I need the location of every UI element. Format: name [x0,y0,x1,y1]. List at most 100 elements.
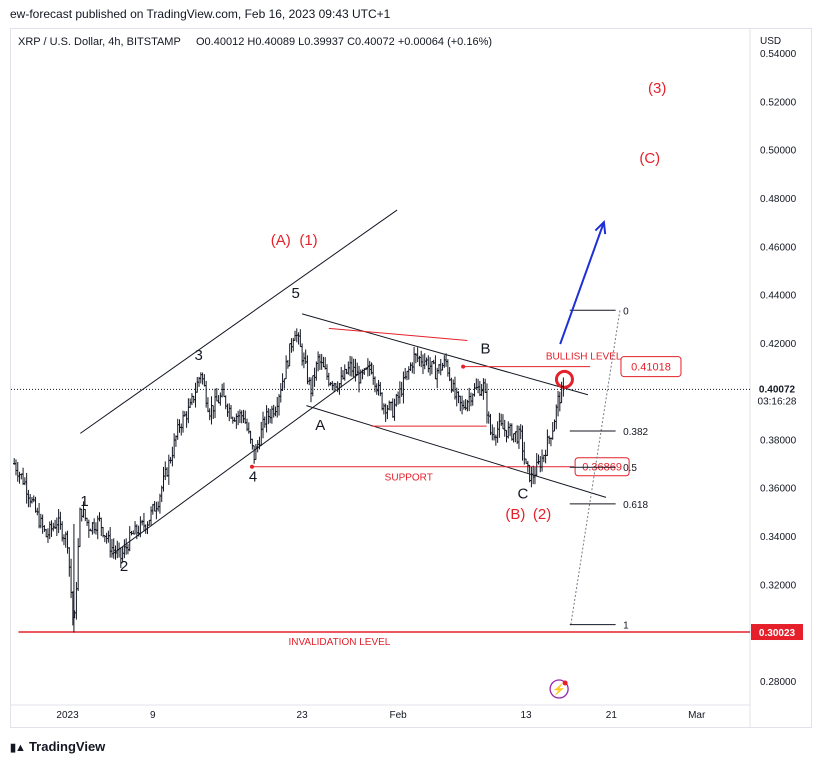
y-tick-label: 0.54000 [760,49,797,60]
bullish-anchor-dot [461,364,466,369]
candle [270,405,274,424]
candle [142,512,146,532]
candle [158,493,162,514]
candles [12,328,565,626]
candle [133,521,137,535]
wave-label: 5 [292,285,300,302]
candle [356,362,359,376]
candle [348,355,352,377]
projection-arrow-head [594,219,607,235]
candle [276,396,279,418]
candle [407,366,410,380]
wave-label: (A) [271,232,291,249]
candle [391,398,394,418]
candle [100,517,103,537]
candle [290,338,293,353]
invalidation-label: INVALIDATION LEVEL [288,637,390,648]
candle [338,382,341,395]
candle [393,398,396,421]
y-tick-label: 0.36000 [760,484,797,495]
candle [194,382,197,408]
invalidation-price-tag [751,624,803,641]
candle [446,359,450,377]
candle [181,410,185,433]
candle [34,496,37,513]
candle [252,445,256,464]
candle [334,383,338,389]
candle [212,405,215,419]
candle [128,526,131,552]
candle [43,525,46,532]
candle [66,530,69,554]
candle [112,538,115,559]
candle [140,519,144,526]
last-price-text: 0.40072 [759,384,796,395]
candle [425,357,428,366]
candle [92,518,96,534]
support-label: SUPPORT [385,473,433,484]
currency-label: USD [760,36,781,47]
candle [396,391,400,405]
y-tick-label: 0.50000 [760,146,797,157]
candle [377,379,380,396]
wave-label: 2 [120,558,128,575]
candle [23,477,27,486]
y-tick-label: 0.46000 [760,242,797,253]
y-tick-label: 0.42000 [760,339,797,350]
y-tick-label: 0.48000 [760,194,797,205]
candle [315,361,318,381]
candle [228,403,231,422]
candle [412,346,416,375]
candle [254,443,258,460]
candle [556,390,560,417]
candle [172,433,176,459]
y-tick-label: 0.34000 [760,532,797,543]
candle [455,387,458,407]
candle [167,454,171,485]
candle [443,355,446,368]
candle [496,421,499,443]
wave-label: (C) [639,150,660,167]
candle [521,425,524,461]
symbol-title: XRP / U.S. Dollar, 4h, BITSTAMP [18,36,181,48]
wave-label: 1 [80,493,88,510]
y-tick-label: 0.38000 [760,435,797,446]
candle [441,362,444,371]
candle [91,522,94,535]
fib-level-label: 1 [623,621,629,632]
candle [432,359,435,365]
candle [492,427,496,441]
candle [14,459,18,476]
candle [39,513,43,529]
candle [196,377,199,393]
candle [213,388,217,419]
bullish-label: BULLISH LEVEL [546,352,622,363]
candle [514,431,517,443]
candle [80,508,83,522]
candle [98,512,101,522]
candle [126,544,130,555]
candle [44,528,48,538]
candle [539,456,542,473]
candle [265,405,268,433]
wave-label: (3) [648,80,666,97]
bullish-price-text: 0.41018 [631,362,671,374]
candle [41,514,44,534]
wave-label: B [481,341,491,358]
candle [350,356,354,377]
projection-arrow-line [559,221,605,345]
candle [249,430,252,444]
candle [402,371,405,404]
candle [308,377,311,386]
wave-label: (B) [505,506,525,523]
candle [494,434,498,446]
candle [510,423,514,441]
tradingview-logo[interactable]: ▮▲ TradingView [10,739,105,754]
candle [117,542,121,558]
candle [462,400,466,410]
candle [190,393,194,406]
candle [229,404,233,419]
candle [78,507,82,548]
candle [18,471,21,484]
